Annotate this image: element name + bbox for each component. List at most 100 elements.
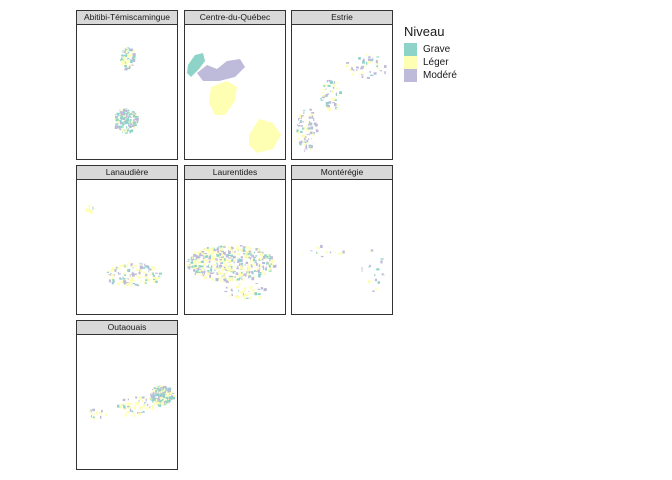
municipality-patch	[236, 267, 239, 270]
municipality-patch	[324, 84, 328, 86]
municipality-patch	[238, 289, 240, 292]
municipality-patch	[214, 267, 218, 270]
municipality-patch	[133, 55, 136, 58]
municipality-patch	[247, 267, 249, 270]
municipality-patch	[136, 117, 139, 121]
municipality-patch	[351, 67, 353, 71]
municipality-patch	[146, 266, 149, 268]
municipality-patch	[310, 131, 313, 135]
municipality-patch	[125, 109, 128, 113]
municipality-patch	[249, 286, 253, 290]
municipality-patch	[333, 82, 335, 85]
municipality-patch	[329, 108, 332, 110]
municipality-patch	[124, 413, 127, 417]
municipality-patch	[123, 274, 127, 276]
municipality-patch	[125, 60, 128, 64]
municipality-patch	[249, 275, 252, 278]
municipality-patch	[119, 109, 121, 111]
municipality-patch	[216, 262, 218, 265]
municipality-patch	[251, 254, 254, 257]
municipality-patch	[123, 408, 127, 411]
municipality-patch	[125, 119, 128, 122]
municipality-patch	[219, 256, 221, 258]
municipality-patch	[154, 398, 158, 402]
municipality-patch	[224, 263, 227, 264]
municipality-patch	[171, 393, 175, 394]
municipality-patch	[309, 115, 312, 117]
municipality-patch	[315, 126, 317, 130]
municipality-patch	[251, 265, 253, 268]
municipality-patch	[126, 283, 128, 286]
municipality-patch	[265, 266, 267, 270]
municipality-patch	[123, 278, 126, 280]
municipality-patch	[126, 47, 130, 49]
municipality-patch	[234, 295, 238, 299]
municipality-patch	[153, 390, 155, 393]
municipality-patch	[209, 255, 211, 258]
municipality-patch	[248, 257, 252, 259]
municipality-patch	[130, 284, 133, 287]
municipality-patch	[221, 275, 224, 277]
municipality-patch	[125, 49, 128, 50]
municipality-patch	[310, 126, 314, 130]
municipality-patch	[212, 272, 215, 274]
municipality-patch	[132, 53, 136, 56]
municipality-patch	[167, 399, 171, 403]
municipality-patch	[254, 270, 256, 272]
municipality-patch	[124, 62, 127, 66]
municipality-patch	[153, 388, 156, 392]
municipality-patch	[266, 256, 269, 259]
municipality-patch	[114, 117, 116, 121]
municipality-patch	[162, 390, 165, 392]
municipality-patch	[134, 283, 138, 286]
municipality-patch	[203, 255, 205, 259]
municipality-patch	[363, 58, 365, 61]
municipality-patch	[164, 402, 166, 405]
municipality-patch	[300, 140, 304, 143]
municipality-patch	[204, 248, 207, 251]
municipality-patch	[316, 129, 318, 131]
municipality-patch	[322, 93, 325, 95]
municipality-patch	[198, 270, 201, 273]
municipality-patch	[135, 404, 137, 407]
municipality-patch	[261, 271, 264, 273]
municipality-patch	[115, 266, 118, 269]
municipality-patch	[86, 207, 88, 209]
municipality-patch	[320, 99, 324, 101]
municipality-patch	[125, 113, 128, 117]
municipality-patch	[202, 274, 205, 277]
municipality-patch	[145, 398, 147, 402]
municipality-patch	[304, 138, 308, 140]
municipality-patch	[123, 272, 126, 275]
municipality-patch	[157, 402, 160, 406]
municipality-patch	[238, 277, 242, 279]
municipality-patch	[248, 267, 250, 270]
municipality-patch	[231, 276, 234, 279]
municipality-patch	[320, 255, 324, 258]
municipality-patch	[212, 255, 216, 257]
municipality-patch	[301, 134, 303, 137]
municipality-patch	[351, 64, 355, 66]
municipality-patch	[139, 270, 143, 273]
municipality-patch	[101, 409, 103, 413]
municipality-patch	[306, 139, 309, 143]
municipality-patch	[221, 258, 225, 261]
municipality-patch	[312, 133, 315, 137]
municipality-patch	[255, 269, 258, 271]
municipality-patch	[206, 247, 209, 249]
municipality-patch	[119, 405, 122, 407]
municipality-patch	[130, 116, 133, 118]
municipality-patch	[106, 412, 108, 414]
municipality-patch	[231, 293, 233, 297]
municipality-patch	[158, 272, 162, 275]
municipality-patch	[248, 270, 251, 274]
municipality-patch	[237, 253, 240, 256]
municipality-patch	[127, 54, 131, 58]
municipality-patch	[170, 393, 172, 395]
municipality-patch	[124, 113, 127, 114]
legend-item-modere: Modéré	[404, 69, 457, 82]
municipality-patch	[195, 259, 197, 261]
municipality-patch	[203, 254, 207, 256]
municipality-patch	[257, 257, 260, 260]
municipality-patch	[255, 255, 258, 257]
